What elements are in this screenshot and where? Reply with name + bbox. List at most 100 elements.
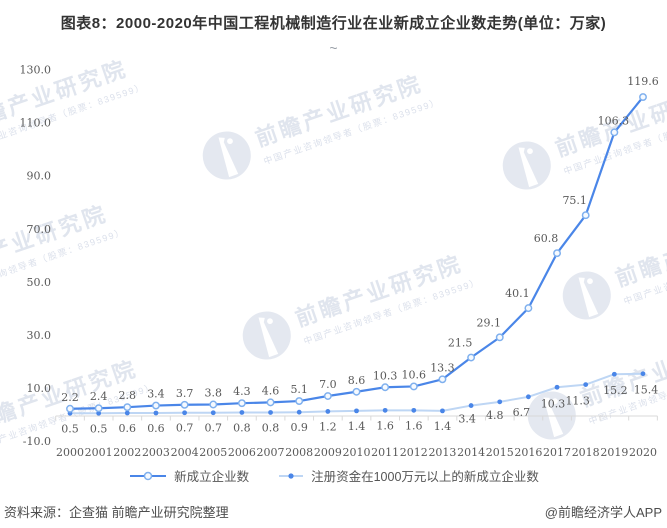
series1-data-label: 10.3 — [373, 369, 398, 382]
series2-data-point — [526, 394, 531, 400]
y-axis-tick-label: 90.0 — [27, 170, 52, 183]
series2-data-label: 1.4 — [348, 420, 366, 433]
series2-data-label: 0.7 — [176, 422, 194, 435]
series2-data-point — [268, 410, 273, 415]
series1-data-label: 119.6 — [627, 75, 659, 88]
series1-data-point — [123, 403, 132, 412]
series2-data-point — [210, 410, 216, 416]
series1-data-label: 13.3 — [430, 361, 455, 374]
x-axis-label: 2002 — [113, 446, 141, 459]
series2-data-label: 1.2 — [319, 420, 337, 433]
x-axis-label: 2016 — [514, 446, 542, 459]
series2-data-point — [354, 408, 359, 414]
series2-data-point — [468, 403, 474, 408]
series1-data-label: 75.1 — [562, 194, 587, 207]
x-axis-label: 2018 — [572, 446, 600, 459]
series1-data-label: 8.6 — [348, 374, 366, 387]
x-axis-label: 2019 — [600, 446, 628, 459]
chart-legend: 新成立企业数 注册资金在1000万元以上的新成立企业数 — [0, 466, 667, 485]
x-axis-label: 2015 — [486, 446, 514, 459]
x-axis: 2000 2001 2002 2003 2004 2005 2006 2007 2008 2009… — [55, 415, 658, 459]
y-axis-tick-label: 30.0 — [27, 329, 52, 342]
series1-data-point — [495, 333, 504, 342]
series2-data-point — [583, 382, 589, 387]
series1-data-label: 60.8 — [534, 232, 559, 245]
series-registered-capital: 0.5 0.5 0.6 0.6 0.7 0.7 0.8 0.8 0.9 1.2 1.4 1.6 1.6 1… — [61, 371, 658, 435]
series1-data-label: 29.1 — [477, 316, 502, 329]
series2-data-label: 1.6 — [376, 419, 394, 432]
series1-data-label: 5.1 — [290, 383, 308, 396]
series1-data-label: 10.6 — [402, 368, 427, 381]
series2-data-label: 6.7 — [513, 406, 531, 419]
series2-data-point — [411, 407, 417, 413]
series2-data-point — [182, 410, 188, 416]
series1-data-point — [352, 387, 361, 396]
x-axis-label: 2000 — [56, 446, 84, 459]
series2-data-label: 15.2 — [603, 384, 628, 397]
series2-data-point — [440, 408, 445, 414]
series2-data-label: 0.8 — [233, 421, 251, 434]
legend-item-new-companies: 新成立企业数 — [128, 466, 249, 485]
series2-data-label: 0.8 — [262, 421, 280, 434]
series2-data-point — [611, 371, 617, 377]
series2-data-point — [96, 410, 102, 416]
legend-label-registered-capital: 注册资金在1000万元以上的新成立企业数 — [311, 470, 539, 484]
series1-data-point — [438, 375, 447, 384]
series1-data-point — [581, 211, 590, 220]
series1-data-point — [180, 400, 189, 409]
series2-data-label: 0.9 — [290, 421, 308, 434]
series2-data-label: 0.5 — [90, 422, 108, 435]
series2-data-point — [497, 399, 503, 405]
series1-legend-marker-icon — [130, 471, 167, 480]
series1-data-point — [524, 304, 533, 313]
y-axis-tick-label: -10.0 — [23, 435, 51, 448]
x-axis-label: 2001 — [85, 446, 113, 459]
series1-data-label: 4.3 — [233, 385, 251, 398]
y-axis-tick-label: 130.0 — [20, 63, 52, 76]
series1-data-point — [295, 397, 304, 406]
y-axis: 130.0 110.0 90.0 70.0 50.0 30.0 10.0 -10.0 — [20, 63, 52, 448]
series2-data-label: 3.4 — [458, 413, 476, 426]
series1-data-point — [66, 404, 74, 413]
squiggle-mark: ~ — [329, 40, 338, 56]
series1-data-label: 3.8 — [205, 387, 223, 400]
series1-data-label: 2.4 — [90, 390, 108, 403]
series2-data-point — [239, 410, 245, 415]
series1-data-label: 3.7 — [176, 387, 194, 400]
series2-data-point — [296, 409, 302, 415]
y-axis-tick-label: 110.0 — [20, 117, 52, 130]
y-axis-tick-label: 70.0 — [27, 223, 52, 236]
series1-data-point — [209, 400, 218, 409]
chart-title: 图表8：2000-2020年中国工程机械制造行业在业新成立企业数走势(单位：万家… — [60, 15, 607, 32]
series2-data-label: 10.3 — [541, 397, 566, 410]
series1-data-label: 2.2 — [61, 391, 79, 404]
series2-data-point — [325, 409, 331, 414]
credit-note: @前瞻经济学人APP — [544, 505, 662, 520]
x-axis-label: 2013 — [428, 446, 456, 459]
series1-data-label: 106.3 — [598, 114, 630, 127]
legend-label-new-companies: 新成立企业数 — [174, 470, 250, 484]
series2-data-label: 4.8 — [486, 409, 504, 422]
legend-item-registered-capital: 注册资金在1000万元以上的新成立企业数 — [277, 466, 539, 485]
y-axis-tick-label: 50.0 — [27, 276, 52, 289]
series1-data-point — [639, 93, 647, 102]
x-axis-label: 2011 — [371, 446, 399, 459]
series2-data-label: 0.7 — [205, 422, 223, 435]
series2-data-label: 0.6 — [147, 422, 165, 435]
x-axis-label: 2020 — [629, 446, 657, 459]
series2-data-point — [382, 407, 388, 413]
series2-data-label: 1.4 — [434, 420, 452, 433]
series1-data-label: 2.8 — [119, 389, 137, 402]
series1-data-point — [409, 382, 418, 391]
source-note: 资料来源：企查猫 前瞻产业研究院整理 — [4, 505, 229, 520]
series-new-companies: 2.2 2.4 2.8 3.4 3.7 3.8 4.3 4.6 5.1 7.0 8.6 10.3 10.… — [61, 75, 659, 413]
series2-data-point — [554, 384, 560, 390]
x-axis-label: 2017 — [543, 446, 571, 459]
series1-data-point — [237, 399, 246, 408]
x-axis-label: 2007 — [257, 446, 285, 459]
x-axis-label: 2004 — [171, 446, 199, 459]
series1-data-point — [381, 383, 390, 392]
series2-data-label: 1.6 — [405, 419, 423, 432]
